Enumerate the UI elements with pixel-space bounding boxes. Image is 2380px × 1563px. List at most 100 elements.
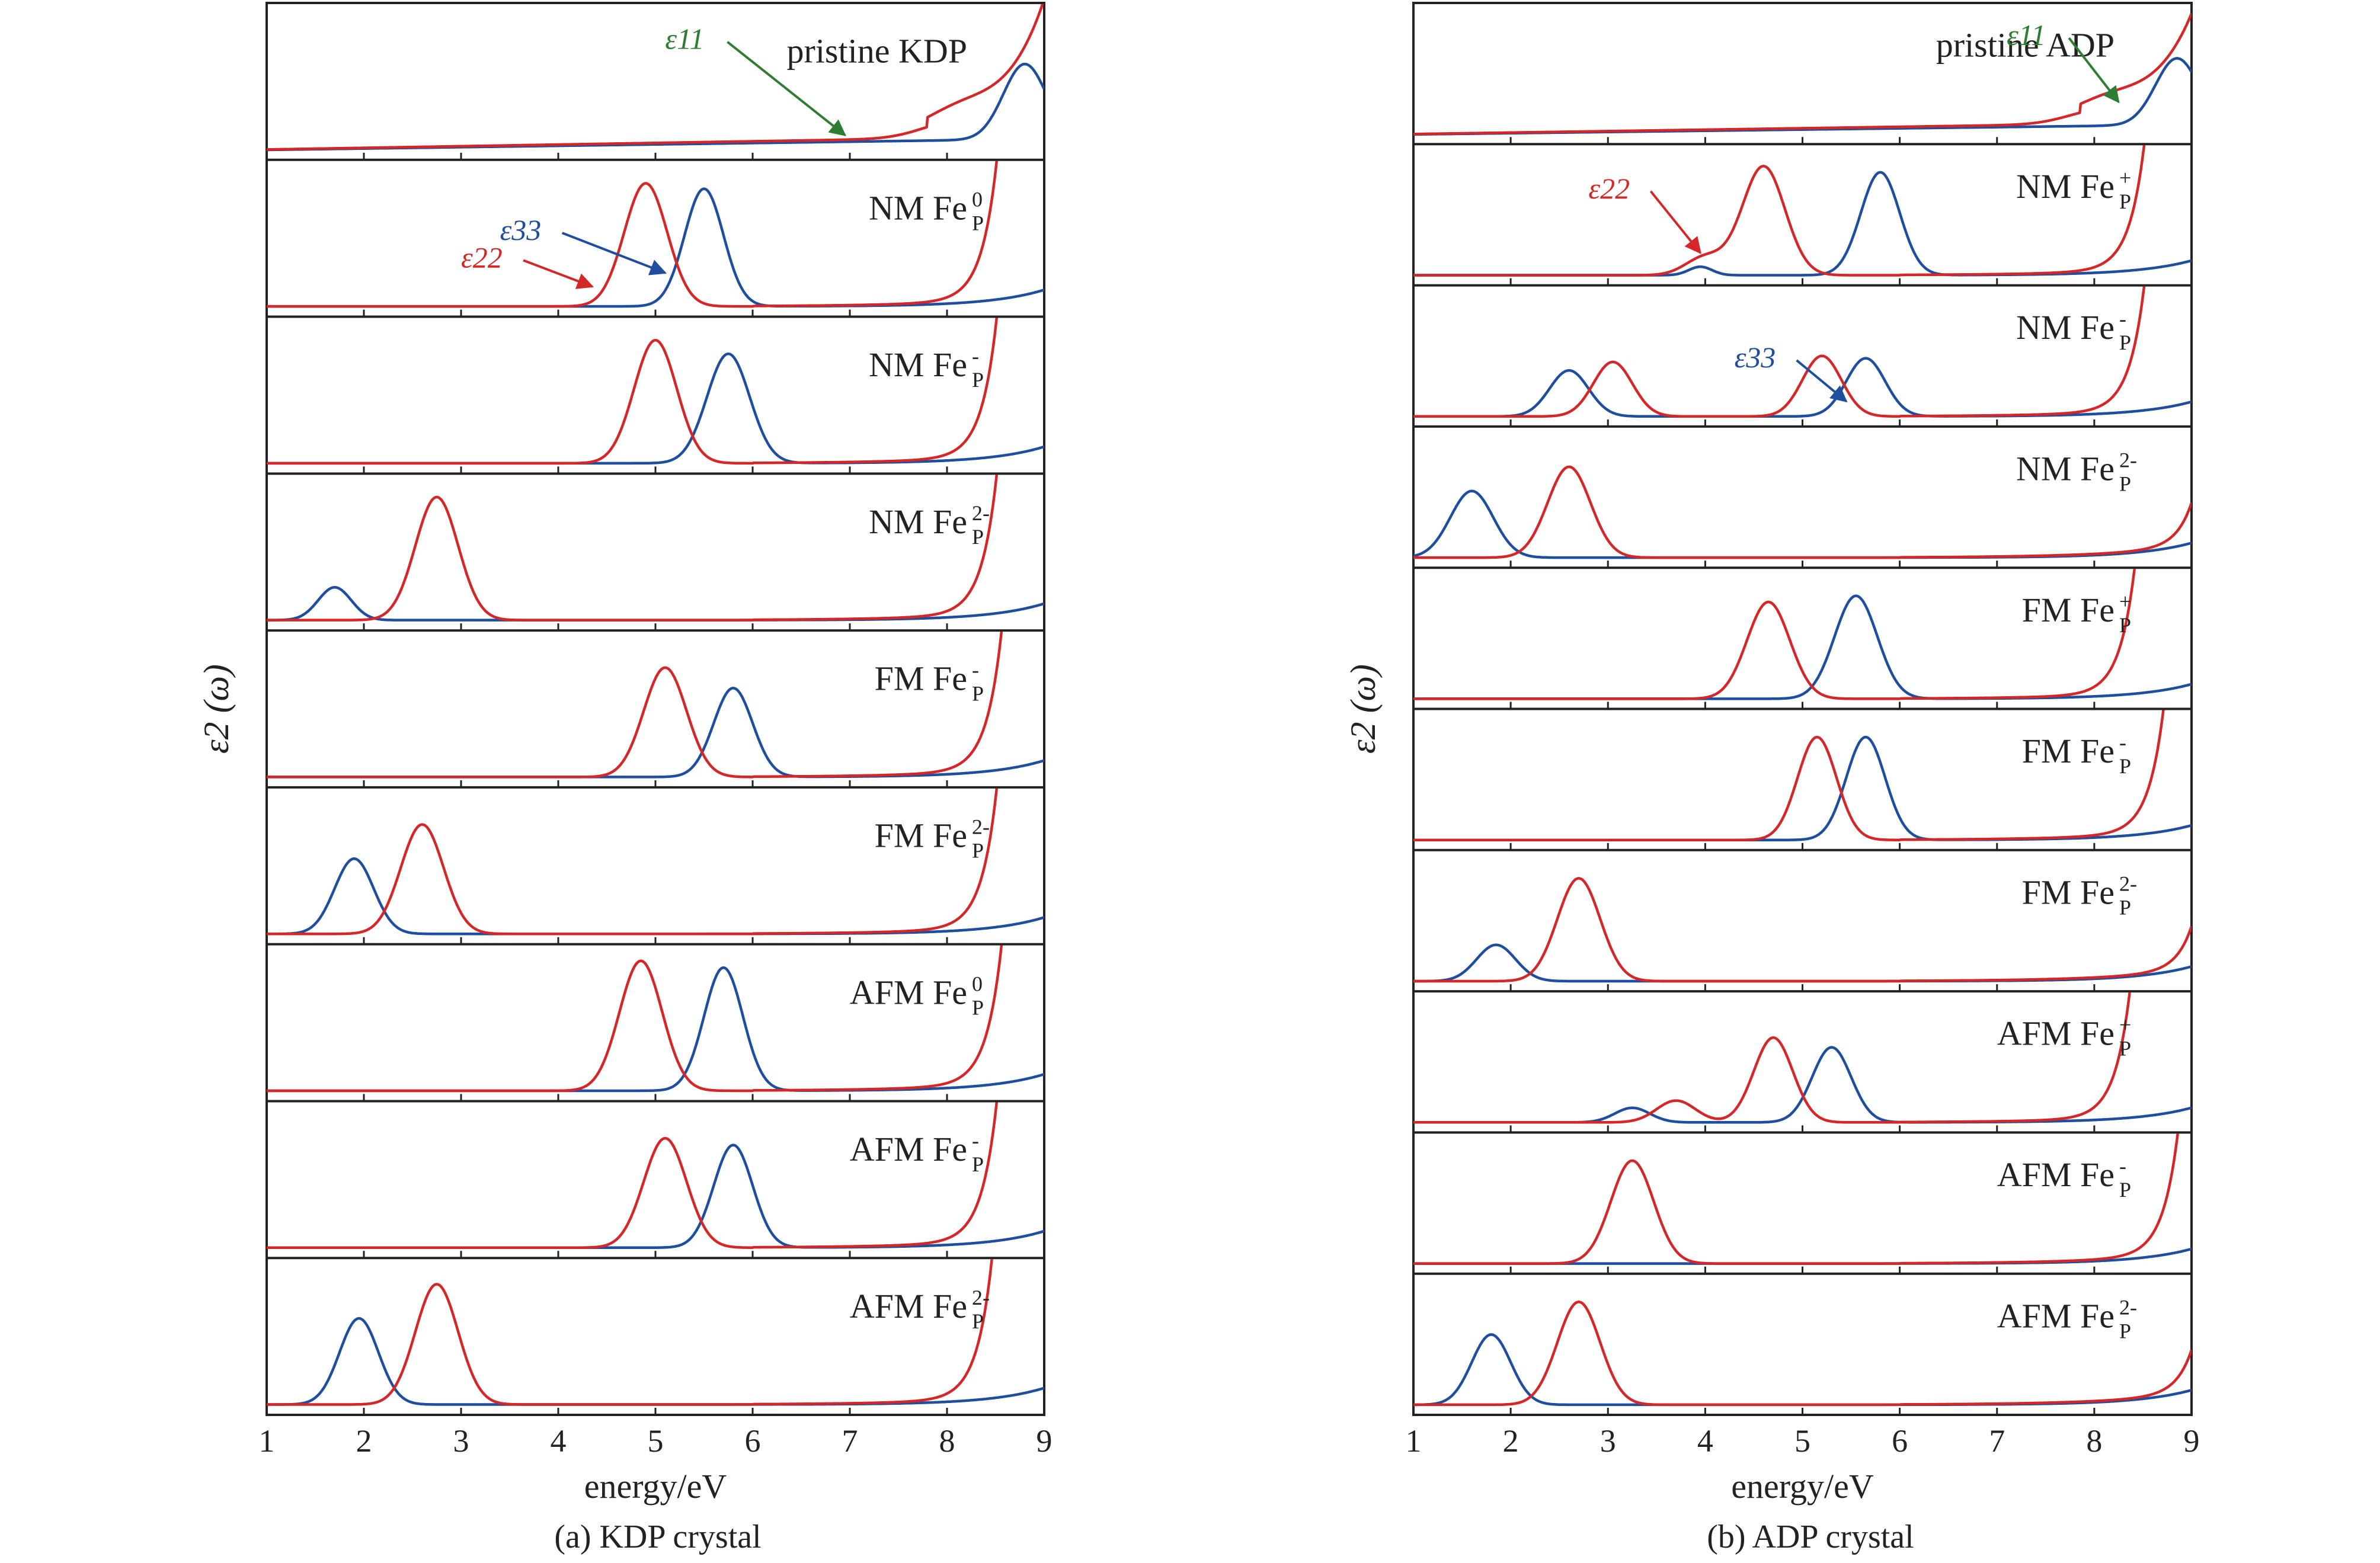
curves [267, 945, 1044, 1093]
subplot-label: NM Fe [869, 345, 967, 384]
eps22-curve [267, 1102, 998, 1250]
subplot-label: AFM Fe [1997, 1014, 2115, 1053]
eps22-curve [1413, 1133, 2179, 1265]
subplot-label-subscript: P [972, 682, 984, 706]
annotation-arrow [727, 41, 846, 136]
eps22-curve [267, 945, 1003, 1093]
curves [1413, 877, 2192, 983]
eps22-curve [267, 4, 1044, 151]
subplot-label-subscript: P [972, 995, 984, 1019]
annotation-label: ε22 [461, 241, 503, 274]
subplot-label-superscript: - [2119, 731, 2126, 754]
curves [1413, 710, 2192, 841]
x-tick-label: 6 [745, 1423, 761, 1459]
eps22-curve [1413, 465, 2192, 559]
curves [267, 161, 1044, 308]
subplot-label-subscript: P [972, 211, 984, 235]
curves [267, 475, 1044, 622]
curves [1413, 1133, 2192, 1265]
subplot-label-subscript: P [972, 839, 984, 863]
eps22-curve [267, 1259, 993, 1406]
subplot-label: NM Fe [2016, 308, 2115, 347]
subplot-label-subscript: P [2119, 754, 2131, 778]
subplot-label-subscript: P [2119, 190, 2131, 213]
subplot-5: FM Fe -P [265, 629, 1045, 787]
eps22-curve [1413, 12, 2192, 136]
subplot-label: FM Fe [875, 659, 967, 698]
subplot-9: AFM Fe -P [1412, 1131, 2193, 1274]
subplot-label-superscript: 2- [2119, 872, 2137, 895]
subplot-label-subscript: P [2119, 1037, 2131, 1061]
subplot-label: NM Fe [2016, 167, 2115, 206]
subplot-label-superscript: - [2119, 1154, 2126, 1178]
subplot-label: NM Fe [869, 188, 967, 227]
subplot-label: FM Fe [2022, 591, 2115, 629]
subplot-label-superscript: 0 [972, 187, 983, 211]
eps33-curve [267, 1317, 1044, 1406]
eps22-curve [1413, 992, 2131, 1124]
subplot-8: AFM Fe +P [1412, 990, 2193, 1133]
subplot-label-superscript: 2- [972, 501, 990, 525]
curves [1413, 992, 2192, 1124]
x-tick-label: 2 [1503, 1423, 1519, 1459]
subplot-10: AFM Fe 2-P [1412, 1272, 2193, 1415]
x-tick-label: 5 [648, 1423, 664, 1459]
x-tick-label: 8 [939, 1423, 955, 1459]
subplot-label-superscript: + [2119, 1013, 2131, 1037]
x-tick-label: 7 [1989, 1423, 2005, 1459]
x-tick-label: 3 [1600, 1423, 1616, 1459]
subplot-label-superscript: + [2119, 590, 2131, 613]
subplot-label-superscript: 0 [972, 972, 983, 995]
eps22-curve [267, 475, 999, 622]
subplot-label: AFM Fe [1997, 1296, 2115, 1335]
curves [267, 1102, 1044, 1250]
curves [1413, 465, 2192, 559]
eps22-curve [267, 632, 1003, 779]
subplot-label-subscript: P [972, 525, 984, 549]
x-tick-label: 8 [2086, 1423, 2102, 1459]
annotation-arrow [523, 259, 594, 289]
eps22-curve [1413, 710, 2165, 841]
annotation-arrow [1649, 190, 1701, 254]
x-tick-label: 3 [453, 1423, 469, 1459]
eps33-curve [267, 857, 1044, 936]
subplot-label-superscript: - [972, 658, 979, 682]
x-tick-label: 1 [259, 1423, 275, 1459]
subplot-5: FM Fe +P [1412, 566, 2193, 709]
eps22-curve [1413, 286, 2146, 418]
x-tick-label: 1 [1406, 1423, 1422, 1459]
x-tick-label: 9 [2184, 1423, 2200, 1459]
subplot-1: pristine KDP ε11 [265, 4, 1045, 160]
subplot-label: pristine KDP [787, 32, 968, 71]
subplot-label-superscript: - [2119, 307, 2126, 331]
subplot-3: NM Fe -P [265, 315, 1045, 474]
x-tick-label: 4 [1697, 1423, 1713, 1459]
eps33-curve [1413, 489, 2192, 559]
curves [267, 318, 1044, 465]
subplot-label-subscript: P [2119, 1178, 2131, 1202]
x-tick-label: 6 [1892, 1423, 1908, 1459]
eps33-curve [1413, 357, 2192, 418]
curves [1413, 12, 2192, 136]
curves [267, 632, 1044, 779]
subplot-7: FM Fe 2-P [1412, 848, 2193, 992]
curves [1413, 145, 2192, 277]
subplot-7: AFM Fe 0P [265, 943, 1045, 1101]
annotation-arrow [561, 232, 667, 276]
subplot-label: NM Fe [869, 502, 967, 541]
annotation-label: ε22 [1588, 172, 1630, 205]
subplot-label-superscript: - [972, 1129, 979, 1152]
subplot-label-subscript: P [2119, 472, 2131, 495]
subplot-label: FM Fe [875, 816, 967, 855]
subplot-label-subscript: P [2119, 613, 2131, 637]
subplot-8: AFM Fe -P [265, 1100, 1045, 1258]
subplot-label: AFM Fe [850, 1130, 967, 1168]
eps22-curve [1413, 569, 2136, 700]
curves [267, 788, 1044, 936]
curves [1413, 286, 2192, 418]
